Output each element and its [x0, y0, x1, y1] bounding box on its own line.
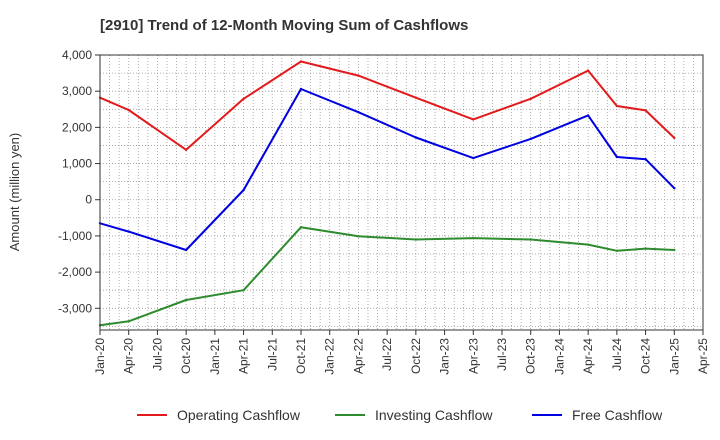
data-point [299, 87, 303, 91]
x-tick-label: Apr-22 [351, 338, 365, 374]
x-tick-label: Oct-21 [294, 338, 308, 374]
x-tick-label: Apr-20 [122, 338, 136, 374]
y-tick-label: 2,000 [62, 120, 92, 134]
chart-title: [2910] Trend of 12-Month Moving Sum of C… [100, 17, 468, 34]
data-point [357, 235, 360, 238]
data-point [644, 158, 647, 161]
x-tick-label: Jan-25 [667, 338, 681, 375]
y-tick-label: 4,000 [62, 48, 92, 62]
data-point [242, 188, 245, 192]
x-tick-label: Jan-22 [323, 338, 337, 375]
x-tick-label: Oct-22 [409, 338, 423, 374]
data-point [127, 230, 130, 233]
data-point [242, 97, 245, 101]
data-point [414, 136, 418, 139]
data-point [586, 114, 590, 117]
x-tick-label: Apr-21 [237, 338, 251, 374]
data-point [472, 236, 475, 240]
data-point [673, 187, 676, 190]
data-point [529, 97, 532, 101]
plot-frame [99, 54, 704, 331]
x-tick-label: Jul-23 [495, 338, 509, 371]
x-tick-label: Jul-24 [610, 338, 624, 371]
data-point [357, 74, 360, 77]
axes: 4,000 3,000 2,000 1,000 0 -1,000 -2,000 -3,000 J… [58, 48, 710, 375]
x-tick-label: Jul-21 [265, 338, 279, 371]
x-tick-label: Jul-22 [380, 338, 394, 371]
data-point [529, 137, 532, 141]
x-tick-label: Jan-23 [438, 338, 452, 375]
y-tick-label: 1,000 [62, 157, 92, 171]
legend-label: Operating Cashflow [177, 407, 301, 423]
data-point [127, 108, 130, 112]
legend: Operating Cashflow Investing Cashflow Free… [137, 407, 663, 423]
data-point [184, 298, 188, 302]
legend-label: Free Cashflow [572, 407, 663, 423]
data-point [644, 109, 647, 112]
data-point [472, 156, 475, 160]
data-point [242, 289, 245, 292]
grid [100, 55, 703, 330]
y-tick-label: -3,000 [58, 301, 92, 315]
data-point [414, 238, 418, 241]
y-tick-label: -2,000 [58, 265, 92, 279]
x-tick-label: Jan-21 [208, 338, 222, 375]
y-tick-label: -1,000 [58, 229, 92, 243]
data-point [586, 69, 590, 72]
x-tick-label: Jan-24 [552, 338, 566, 375]
data-point [299, 60, 303, 63]
x-tick-label: Oct-23 [524, 338, 538, 374]
data-point [615, 104, 619, 108]
x-tick-label: Jan-20 [93, 338, 107, 375]
data-point [184, 248, 188, 252]
data-point [644, 247, 647, 250]
data-point [414, 96, 418, 99]
x-tick-label: Apr-24 [581, 338, 595, 374]
data-point [472, 118, 475, 121]
y-axis-label: Amount (million yen) [7, 133, 22, 252]
data-point [615, 155, 619, 159]
x-tick-label: Apr-25 [696, 338, 710, 374]
data-point [673, 136, 676, 140]
data-point [615, 249, 619, 252]
data-point [184, 148, 188, 151]
data-point [586, 243, 590, 246]
x-tick-label: Oct-24 [639, 338, 653, 374]
data-point [357, 111, 360, 114]
x-tick-label: Jul-20 [150, 338, 164, 371]
data-point [299, 226, 303, 229]
data-point [529, 238, 532, 241]
legend-label: Investing Cashflow [375, 407, 493, 423]
x-tick-label: Apr-23 [466, 338, 480, 374]
y-tick-label: 0 [85, 193, 92, 207]
y-tick-label: 3,000 [62, 84, 92, 98]
data-point [673, 248, 676, 252]
x-tick-label: Oct-20 [179, 338, 193, 374]
data-point [127, 320, 130, 323]
series-lines [98, 60, 676, 327]
